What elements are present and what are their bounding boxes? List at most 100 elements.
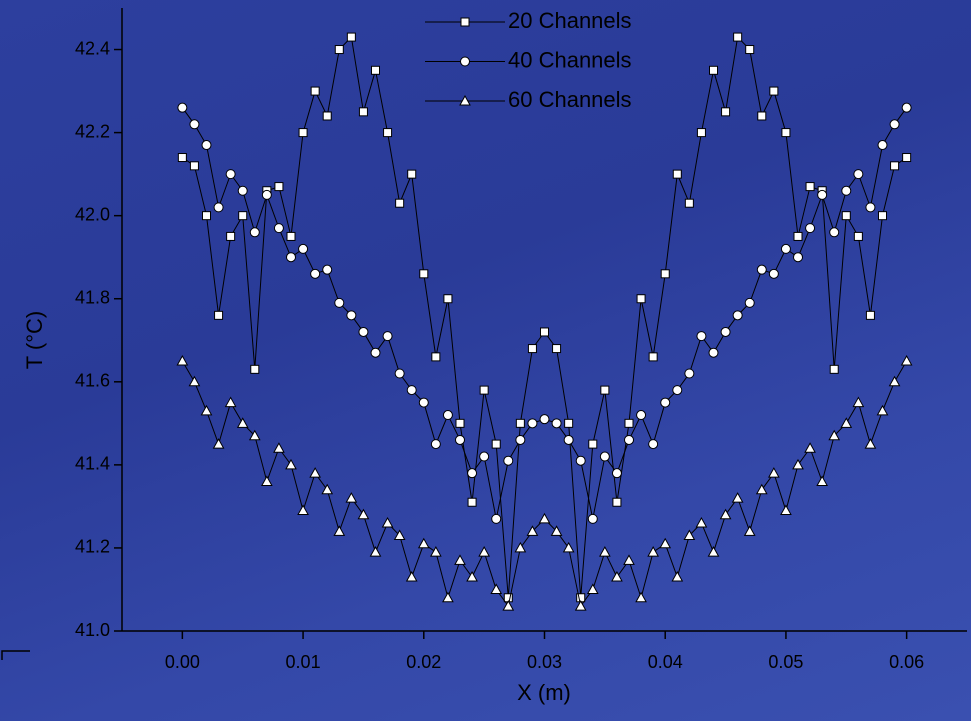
data-point (526, 525, 539, 536)
data-point (491, 439, 501, 449)
data-point (551, 418, 562, 429)
data-point (865, 202, 876, 213)
data-point (878, 211, 887, 221)
data-point (309, 467, 321, 478)
x-tick-label: 0.04 (648, 652, 683, 672)
data-point (660, 269, 670, 279)
data-point (236, 417, 249, 428)
data-point (261, 189, 272, 200)
data-point (876, 404, 889, 416)
data-point (189, 119, 200, 130)
data-point (816, 475, 828, 486)
y-tick-label: 41.6 (75, 371, 110, 391)
data-point (405, 570, 418, 582)
data-point (564, 418, 574, 428)
data-point (780, 504, 792, 516)
series-line (181, 107, 908, 519)
data-point (238, 211, 248, 221)
data-point (417, 537, 430, 549)
data-point (768, 268, 779, 279)
data-point (865, 310, 875, 320)
data-point (431, 352, 441, 362)
data-point (297, 504, 309, 516)
data-point (550, 525, 563, 536)
data-point (574, 600, 587, 611)
data-point (298, 128, 308, 138)
data-point (624, 434, 634, 445)
data-point (540, 327, 549, 337)
data-point (455, 418, 465, 428)
data-point (720, 326, 731, 337)
data-point (563, 434, 574, 445)
data-point (274, 182, 284, 192)
data-point (539, 414, 550, 425)
data-point (829, 227, 840, 238)
data-point (286, 231, 296, 241)
data-point (188, 375, 201, 387)
data-point (248, 429, 261, 441)
data-point (648, 352, 658, 362)
data-point (901, 102, 912, 113)
data-point (671, 570, 684, 582)
data-point (805, 223, 816, 234)
data-point (479, 385, 489, 395)
data-point (780, 243, 791, 254)
data-point (430, 439, 441, 450)
data-point (805, 182, 815, 192)
data-point (635, 591, 647, 603)
data-point (864, 438, 877, 449)
data-point (853, 231, 863, 241)
data-point (345, 492, 358, 503)
data-point (502, 600, 515, 611)
data-point (684, 198, 694, 208)
legend-marker (460, 17, 470, 27)
data-point (334, 297, 345, 308)
data-point (672, 169, 682, 179)
data-point (599, 546, 611, 557)
data-point (310, 86, 320, 96)
data-point (358, 326, 369, 337)
data-point (588, 439, 598, 449)
data-point (201, 140, 212, 151)
data-point (743, 525, 756, 536)
data-point (707, 546, 720, 557)
data-point (467, 497, 477, 507)
y-tick-label: 42.2 (75, 121, 110, 141)
data-point (346, 310, 357, 321)
data-point (793, 231, 803, 241)
data-point (853, 169, 864, 180)
data-point (841, 185, 852, 196)
data-point (285, 458, 297, 470)
x-tick-label: 0.00 (165, 652, 200, 672)
data-point (189, 161, 199, 171)
data-point (696, 331, 707, 342)
x-tick-label: 0.01 (286, 652, 321, 672)
data-point (852, 396, 865, 408)
data-point (890, 161, 900, 171)
data-point (877, 140, 888, 151)
data-point (889, 119, 900, 130)
data-point (333, 525, 346, 536)
data-point (407, 169, 417, 179)
data-point (382, 331, 393, 342)
data-point (538, 512, 551, 524)
data-point (562, 541, 575, 553)
data-point (708, 347, 719, 358)
data-point (587, 513, 598, 524)
legend-label: 60 Channels (508, 87, 632, 112)
data-point (660, 397, 671, 408)
data-point (273, 442, 285, 453)
x-tick-label: 0.05 (768, 652, 803, 672)
data-point (226, 231, 236, 241)
x-tick-label: 0.02 (406, 652, 441, 672)
data-point (370, 347, 381, 358)
data-point (527, 344, 537, 354)
data-point (394, 368, 405, 379)
data-point (527, 418, 538, 429)
data-point (769, 86, 779, 96)
data-point (515, 418, 525, 428)
data-point (214, 310, 224, 320)
data-point (648, 439, 659, 450)
data-point (200, 404, 213, 416)
data-point (442, 410, 453, 421)
